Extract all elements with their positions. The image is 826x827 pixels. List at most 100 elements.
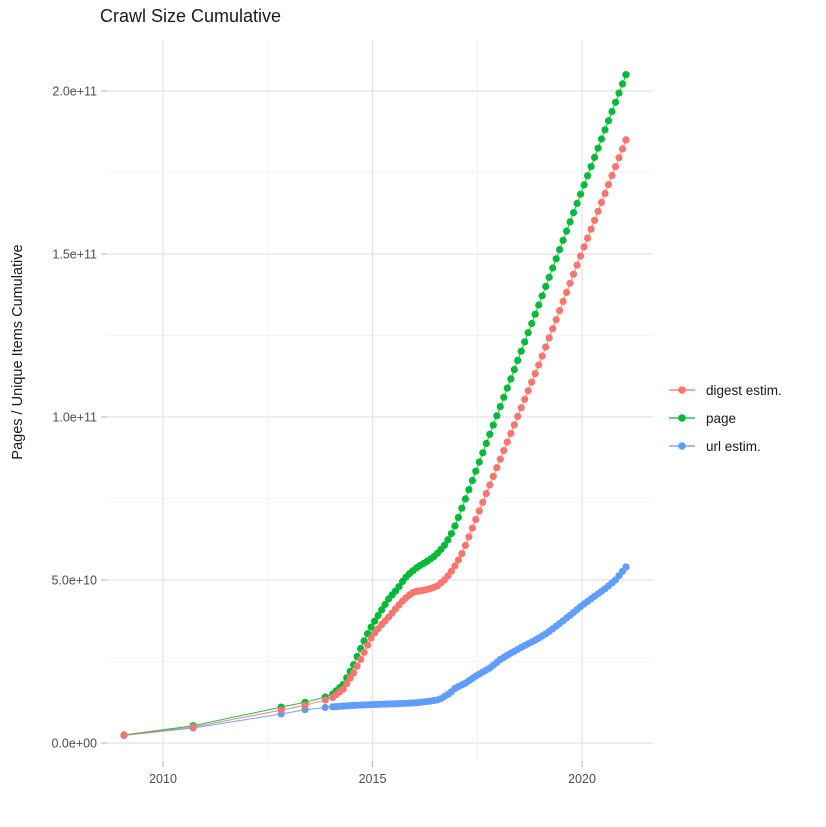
series-point-url-estim: [622, 563, 630, 571]
series-point-page: [604, 117, 613, 125]
series-point-digest-estim: [472, 515, 480, 524]
series-point-page: [622, 71, 630, 79]
series-point-digest-estim: [577, 252, 585, 260]
series-point-page: [528, 319, 536, 328]
series-line-digest-estim: [123, 139, 627, 736]
series-point-page: [580, 181, 588, 189]
legend-key-dot: [678, 414, 686, 422]
series-point-digest-estim: [559, 297, 567, 306]
series-point-digest-estim: [521, 395, 529, 403]
series-point-digest-estim: [458, 550, 466, 558]
series-point-page: [493, 412, 501, 420]
x-tick-label: 2015: [359, 772, 387, 786]
series-point-digest-estim: [622, 136, 630, 144]
series-point-digest-estim: [454, 556, 462, 564]
series-point-digest-estim: [360, 648, 368, 656]
series-point-digest-estim: [343, 680, 351, 688]
series-point-page: [597, 135, 606, 143]
series-point-digest-estim: [503, 438, 511, 446]
y-tick-label: 1.0e+11: [52, 411, 97, 425]
series-point-digest-estim: [367, 634, 375, 642]
series-point-page: [475, 458, 483, 466]
series-point-page: [608, 107, 616, 116]
series-point-page: [472, 467, 480, 475]
series-line-url-estim: [123, 566, 627, 736]
series-point-page: [451, 522, 459, 530]
series-point-page: [479, 449, 487, 457]
series-point-page: [371, 617, 379, 625]
series-point-digest-estim: [545, 334, 553, 342]
series-point-page: [552, 255, 560, 263]
series-point-digest-estim: [608, 172, 616, 180]
series-point-page: [517, 347, 525, 355]
series-point-page: [458, 504, 466, 512]
series-point-page: [559, 236, 567, 244]
legend-item-url-estim: url estim.: [668, 436, 782, 456]
series-point-digest-estim: [507, 429, 515, 438]
series-point-page: [510, 366, 518, 374]
series-point-digest-estim: [563, 288, 571, 296]
series-point-page: [521, 338, 529, 346]
series-point-page: [611, 98, 620, 106]
series-point-digest-estim: [556, 307, 564, 315]
series-point-digest-estim: [346, 674, 354, 682]
legend: digest estim. page url estim.: [668, 380, 782, 456]
series-point-digest-estim: [552, 316, 560, 324]
series-point-page: [584, 172, 592, 180]
series-point-digest-estim: [597, 198, 606, 206]
series-point-digest-estim: [486, 481, 494, 489]
series-point-digest-estim: [528, 378, 536, 386]
series-point-digest-estim: [277, 706, 285, 714]
series-point-page: [395, 583, 403, 591]
series-point-page: [461, 495, 469, 503]
series-point-digest-estim: [611, 163, 620, 171]
legend-key-dot: [678, 442, 686, 450]
series-point-page: [447, 530, 455, 538]
series-point-digest-estim: [465, 533, 473, 541]
series-point-digest-estim: [573, 261, 581, 269]
series-point-digest-estim: [580, 243, 588, 251]
series-point-page: [482, 439, 490, 448]
series-point-page: [378, 606, 386, 614]
series-point-page: [563, 227, 571, 235]
series-point-page: [535, 301, 543, 309]
series-point-digest-estim: [615, 154, 623, 162]
series-point-digest-estim: [189, 723, 197, 731]
series-point-digest-estim: [479, 498, 487, 506]
series-point-digest-estim: [475, 507, 483, 515]
series-point-page: [591, 153, 599, 161]
legend-key-icon-page: [669, 414, 695, 422]
y-tick-label: 1.5e+11: [52, 248, 97, 262]
series-point-digest-estim: [350, 669, 358, 677]
series-point-page: [374, 611, 382, 620]
y-tick-label: 0.0e+00: [51, 737, 97, 751]
series-point-digest-estim: [542, 343, 550, 351]
series-point-page: [486, 430, 494, 438]
series-point-page: [538, 292, 546, 300]
series-point-page: [514, 356, 522, 364]
series-point-digest-estim: [451, 562, 459, 570]
series-point-page: [549, 264, 557, 272]
series-point-digest-estim: [364, 641, 372, 649]
series-point-digest-estim: [510, 421, 518, 429]
series-point-url-estim: [321, 703, 329, 712]
series-point-digest-estim: [517, 404, 525, 412]
legend-label-digest-estim: digest estim.: [706, 382, 782, 398]
series-point-page: [465, 486, 473, 494]
series-point-page: [524, 329, 532, 337]
series-point-page: [594, 144, 602, 152]
series-point-page: [601, 126, 609, 134]
series-point-digest-estim: [601, 189, 609, 198]
series-point-digest-estim: [584, 234, 592, 242]
series-point-page: [367, 623, 375, 631]
series-point-page: [440, 541, 448, 549]
series-point-page: [615, 89, 623, 97]
y-tick-label: 2.0e+11: [52, 85, 97, 99]
series-point-digest-estim: [566, 279, 574, 287]
series-point-page: [503, 384, 511, 392]
series-point-page: [542, 282, 550, 291]
series-point-page: [444, 536, 452, 544]
series-point-digest-estim: [120, 731, 128, 739]
